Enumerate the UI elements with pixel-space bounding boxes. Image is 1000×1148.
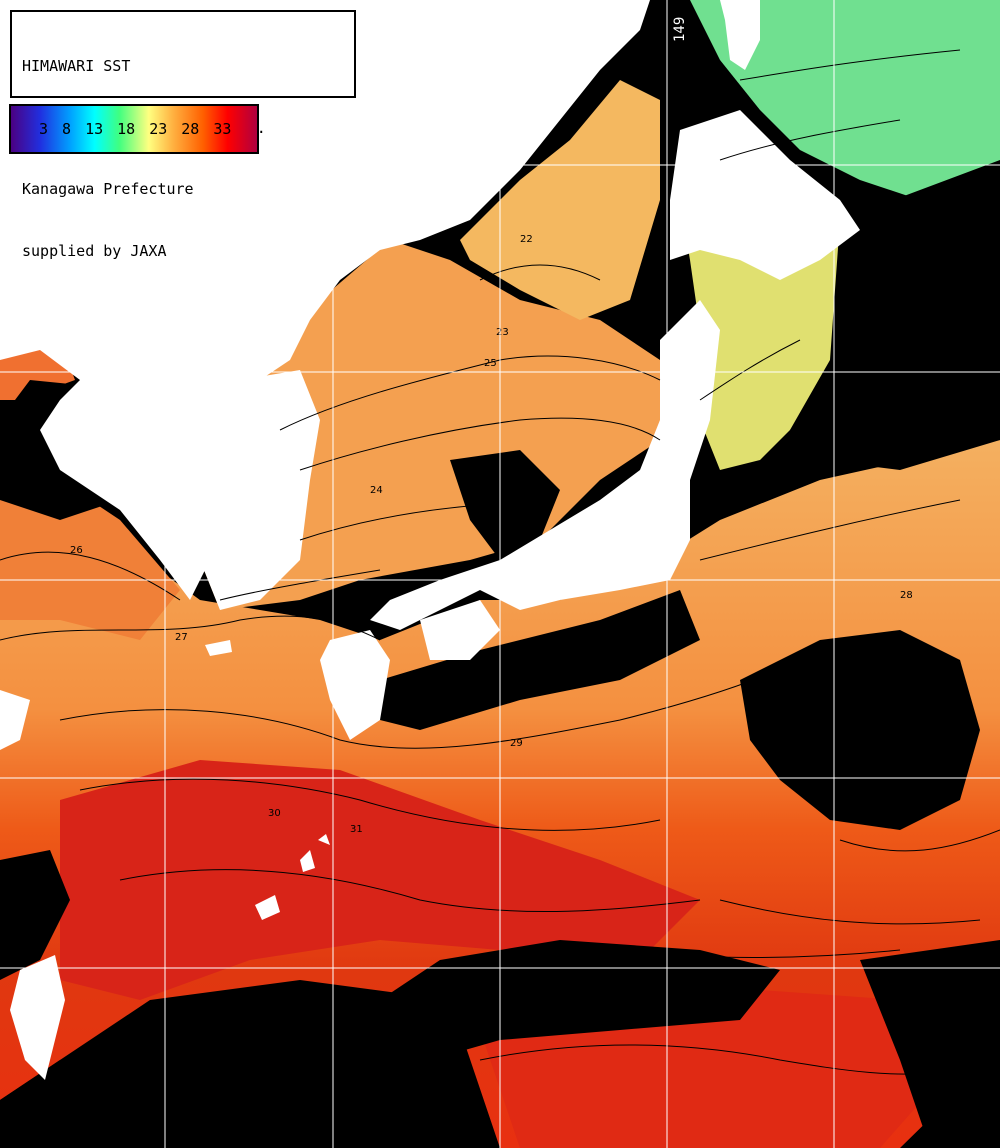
temperature-color-scale: 3 8 13 18 23 28 33: [9, 104, 259, 154]
cloud-bottom-left: [0, 1040, 300, 1148]
land-china-coast-south: [0, 690, 30, 750]
cloud-southwest: [0, 850, 70, 980]
scale-tick: 8: [62, 120, 72, 138]
land-shikoku: [420, 600, 500, 660]
yellow-sea: [0, 480, 180, 640]
contour-label: 27: [175, 632, 188, 643]
northern-sea: [690, 0, 1000, 200]
land-jeju-island: [205, 640, 232, 656]
contour-label: 26: [70, 545, 83, 556]
cloud-southeast: [860, 940, 1000, 1148]
land-korea-peninsula: [200, 370, 320, 610]
contour-labels: 22 23 24 25 26 27 28 29 30 31: [70, 234, 913, 835]
cloud-east: [740, 630, 980, 830]
region-label: Kanagawa Prefecture: [22, 180, 194, 198]
cloud-south-band: [380, 590, 700, 730]
land-kyushu: [320, 630, 390, 740]
info-box: HIMAWARI SST 2025/07/05 05(UTC) 3H Comp.…: [10, 10, 356, 260]
contour-label: 29: [510, 738, 523, 749]
land-ryukyu-islands: [255, 834, 330, 920]
cloud-south-lower: [300, 940, 780, 1148]
longitude-label: 149: [672, 16, 688, 42]
land-sakhalin: [720, 0, 760, 70]
contour-label: 25: [484, 358, 497, 369]
land-honshu: [370, 300, 720, 630]
map-title: HIMAWARI SST: [22, 57, 131, 75]
land-hokkaido: [670, 110, 860, 280]
data-credit: supplied by JAXA: [22, 241, 167, 260]
scale-tick: 28: [181, 120, 200, 138]
cloud-central-japan-sea: [450, 450, 560, 560]
contour-label: 22: [520, 234, 533, 245]
sea-surface-hot-core: [60, 760, 700, 1000]
isotherm-contours: [0, 49, 1000, 1075]
scale-tick: 3: [39, 120, 49, 138]
sea-of-japan-north: [460, 80, 660, 320]
contour-label: 24: [370, 485, 383, 496]
contour-label: 23: [496, 327, 509, 338]
scale-tick: 33: [213, 120, 232, 138]
land-ulleung-island: [398, 128, 430, 165]
contour-label: 28: [900, 590, 913, 601]
contour-label: 30: [268, 808, 281, 819]
scale-tick: 18: [117, 120, 136, 138]
scale-tick: 13: [85, 120, 104, 138]
contour-label: 31: [350, 824, 363, 835]
scale-tick: 23: [149, 120, 168, 138]
land-taiwan: [10, 955, 65, 1080]
